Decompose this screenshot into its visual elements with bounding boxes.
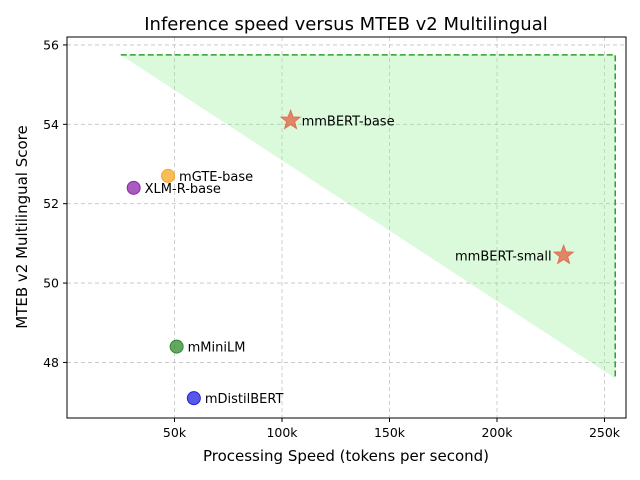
point-label: mmBERT-base bbox=[302, 114, 395, 129]
grid-lines bbox=[67, 37, 626, 418]
point-label: mmBERT-small bbox=[455, 249, 552, 264]
point-marker-circle bbox=[169, 339, 184, 354]
x-axis-ticks: 50k 100k 150k 200k 250k bbox=[163, 418, 621, 440]
x-tick-label: 100k bbox=[266, 425, 298, 440]
y-tick-label: 48 bbox=[43, 355, 59, 370]
point-label: mDistilBERT bbox=[205, 392, 284, 407]
point-marker-circle bbox=[161, 168, 176, 183]
point-marker-circle bbox=[186, 391, 201, 406]
frontier-fill bbox=[120, 54, 616, 379]
y-axis-label: MTEB v2 Multilingual Score bbox=[13, 125, 31, 329]
x-tick-label: 200k bbox=[481, 425, 513, 440]
x-tick-label: 150k bbox=[374, 425, 406, 440]
point-marker-star bbox=[552, 243, 575, 265]
frontier-region bbox=[120, 54, 616, 379]
x-axis-label: Processing Speed (tokens per second) bbox=[203, 447, 489, 465]
data-points: mmBERT-base mmBERT-small mGTE-baseXLM-R-ba… bbox=[126, 108, 575, 407]
y-axis-ticks: 48 50 52 54 56 bbox=[43, 37, 67, 370]
point-marker-star bbox=[279, 108, 302, 130]
chart-title: Inference speed versus MTEB v2 Multiling… bbox=[144, 14, 548, 35]
x-tick-label: 50k bbox=[163, 425, 187, 440]
point-marker-circle bbox=[126, 180, 141, 195]
frontier-line bbox=[120, 54, 616, 379]
y-tick-label: 54 bbox=[43, 117, 59, 132]
y-tick-label: 56 bbox=[43, 37, 59, 52]
y-tick-label: 52 bbox=[43, 196, 59, 211]
x-tick-label: 250k bbox=[589, 425, 621, 440]
point-label: mGTE-base bbox=[179, 170, 253, 185]
point-label: mMiniLM bbox=[188, 341, 246, 356]
y-tick-label: 50 bbox=[43, 276, 59, 291]
plot-frame bbox=[66, 36, 627, 419]
point-label: XLM-R-base bbox=[145, 182, 221, 197]
